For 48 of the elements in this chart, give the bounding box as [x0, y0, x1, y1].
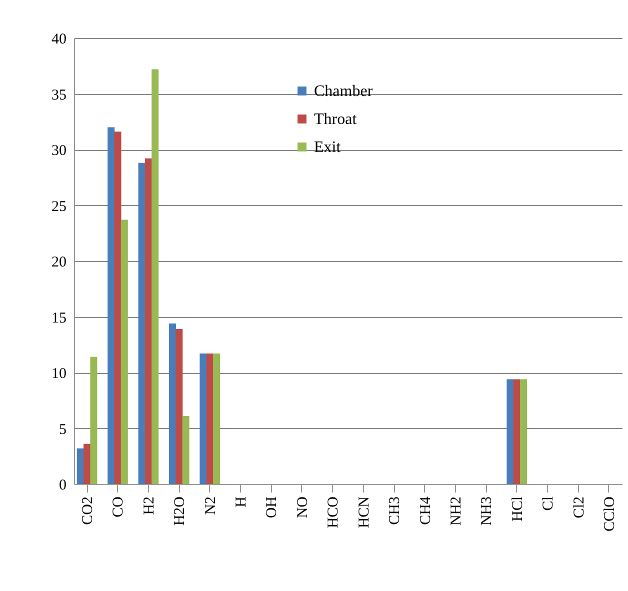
bar: [76, 448, 84, 484]
bar: [120, 220, 128, 484]
bar: [84, 444, 91, 484]
bar: [206, 354, 214, 484]
bar: [213, 354, 220, 484]
x-tick-label: NH3: [479, 496, 496, 526]
bar: [90, 356, 98, 484]
legend-label: Exit: [314, 139, 342, 156]
y-tick-label: 20: [52, 254, 66, 270]
x-tick-label: HCl: [510, 496, 526, 522]
legend-label: Chamber: [314, 83, 374, 100]
y-tick-label: 40: [52, 32, 66, 48]
bar: [200, 354, 207, 484]
y-tick-label: 30: [52, 143, 66, 159]
bar: [168, 323, 176, 484]
bar: [176, 329, 183, 484]
x-tick-label: H: [234, 496, 250, 508]
bar: [513, 379, 520, 484]
x-tick-label: NH2: [448, 496, 464, 526]
y-tick-label: 5: [59, 422, 66, 438]
x-tick-label: CH3: [387, 496, 404, 525]
bar: [114, 132, 122, 484]
x-tick-label: H2: [141, 496, 158, 515]
x-tick-label: CH4: [418, 496, 434, 525]
y-tick-label: 25: [52, 198, 66, 215]
y-tick-label: 35: [52, 87, 66, 104]
y-tick-label: 10: [52, 366, 66, 382]
x-tick-label: OH: [264, 496, 280, 518]
bar: [138, 162, 146, 484]
bar: [144, 158, 152, 484]
x-tick-label: NO: [294, 496, 311, 518]
bar: [108, 127, 115, 484]
legend-label: Throat: [314, 111, 358, 128]
bar: [182, 416, 190, 484]
x-tick-label: CO: [110, 496, 127, 518]
y-tick-label: 0: [59, 478, 66, 494]
bar: [506, 379, 514, 484]
x-tick-label: Cl: [540, 496, 557, 511]
x-tick-label: HCO: [326, 496, 342, 528]
x-tick-label: HCN: [356, 496, 372, 528]
x-tick-label: CO2: [80, 496, 96, 525]
x-tick-label: Cl2: [571, 496, 588, 518]
y-tick-label: 15: [52, 310, 66, 326]
x-tick-label: N2: [202, 496, 219, 515]
bar: [520, 379, 528, 484]
x-tick-label: CClO: [602, 496, 618, 532]
bar: [152, 69, 159, 484]
x-tick-label: H2O: [172, 496, 188, 526]
